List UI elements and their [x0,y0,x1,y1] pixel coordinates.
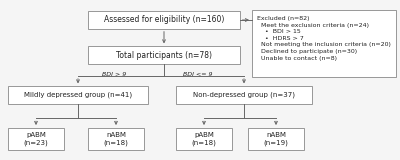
Text: Total participants (n=78): Total participants (n=78) [116,51,212,60]
FancyBboxPatch shape [88,46,240,64]
FancyBboxPatch shape [8,86,148,104]
Text: BDI > 9: BDI > 9 [102,72,126,77]
FancyBboxPatch shape [248,128,304,150]
FancyBboxPatch shape [176,128,232,150]
Text: Excluded (n=82)
  Meet the exclusion criteria (n=24)
    •  BDI > 15
    •  HDRS: Excluded (n=82) Meet the exclusion crite… [257,16,391,61]
FancyBboxPatch shape [88,128,144,150]
Text: Assessed for eligibility (n=160): Assessed for eligibility (n=160) [104,16,224,24]
Text: pABM
(n=18): pABM (n=18) [192,132,216,146]
FancyBboxPatch shape [252,10,396,77]
Text: Non-depressed group (n=37): Non-depressed group (n=37) [193,92,295,98]
Text: nABM
(n=19): nABM (n=19) [264,132,288,146]
Text: nABM
(n=18): nABM (n=18) [104,132,128,146]
Text: Mildly depressed group (n=41): Mildly depressed group (n=41) [24,92,132,98]
FancyBboxPatch shape [88,11,240,29]
FancyBboxPatch shape [176,86,312,104]
Text: pABM
(n=23): pABM (n=23) [24,132,48,146]
FancyBboxPatch shape [8,128,64,150]
Text: BDI <= 9: BDI <= 9 [183,72,213,77]
